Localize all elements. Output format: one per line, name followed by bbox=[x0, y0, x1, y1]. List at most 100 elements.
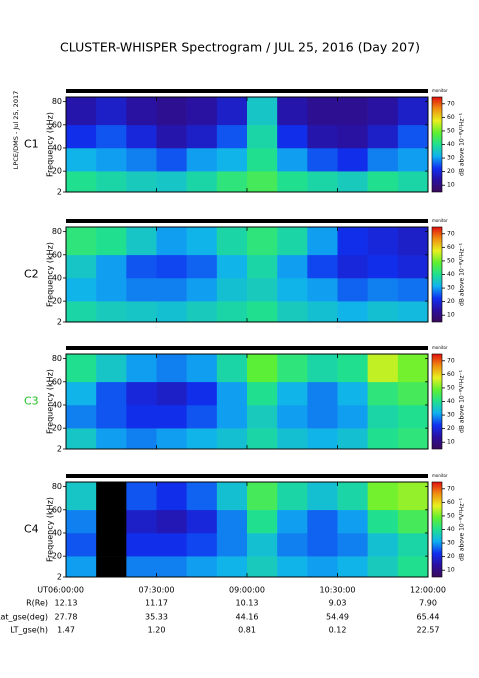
y-tick-label: 60 bbox=[52, 377, 62, 386]
heat-cell bbox=[307, 277, 338, 302]
heat-cell bbox=[337, 97, 368, 126]
heat-cell bbox=[156, 532, 187, 557]
heat-cell bbox=[216, 404, 248, 429]
heat-cell bbox=[156, 147, 187, 172]
heat-cell bbox=[307, 354, 338, 383]
heat-cell bbox=[397, 482, 429, 511]
heat-cell bbox=[277, 556, 308, 578]
heat-cell bbox=[367, 227, 399, 256]
heat-cell bbox=[247, 404, 278, 429]
heat-cell bbox=[66, 254, 97, 279]
y-tick-label: 20 bbox=[52, 297, 62, 306]
y-tick-label: 40 bbox=[52, 273, 62, 282]
heat-cell bbox=[367, 124, 399, 149]
heat-cell bbox=[337, 482, 368, 511]
heat-cell bbox=[66, 404, 97, 429]
heat-cell bbox=[367, 97, 399, 126]
colorbar-tick-label: 50 bbox=[447, 257, 455, 264]
heat-cell bbox=[186, 254, 218, 279]
ephemeris-value: 7.90 bbox=[419, 599, 437, 608]
heat-cell bbox=[156, 556, 187, 578]
heat-cell bbox=[397, 301, 429, 323]
heat-cell bbox=[96, 277, 127, 302]
heat-cell bbox=[247, 509, 278, 534]
heat-cell bbox=[126, 532, 157, 557]
colorbar-tick-label: 60 bbox=[447, 499, 455, 506]
heat-cell bbox=[216, 171, 248, 193]
colorbar bbox=[431, 96, 443, 193]
colorbar-tick-label: 10 bbox=[447, 567, 455, 574]
heat-cell bbox=[277, 171, 308, 193]
heat-cell bbox=[277, 277, 308, 302]
x-tick-label: 10:30:00 bbox=[320, 586, 356, 595]
heat-cell bbox=[277, 227, 308, 256]
heat-cell bbox=[307, 124, 338, 149]
heat-cell bbox=[186, 277, 218, 302]
heat-cell bbox=[66, 381, 97, 406]
heat-cell bbox=[397, 354, 429, 383]
colorbar-tick-label: 20 bbox=[447, 298, 455, 305]
heat-cell bbox=[247, 227, 278, 256]
status-bar bbox=[66, 89, 428, 93]
heat-cell bbox=[156, 277, 187, 302]
heat-cell bbox=[307, 301, 338, 323]
heat-cell bbox=[186, 482, 218, 511]
colorbar-tick-label: 50 bbox=[447, 384, 455, 391]
side-note: LPCE/DMS - Jul 25, 2017 bbox=[12, 91, 20, 169]
heat-cell bbox=[156, 404, 187, 429]
heat-cell bbox=[247, 277, 278, 302]
heat-cell bbox=[337, 277, 368, 302]
heat-cell bbox=[277, 97, 308, 126]
heat-cell bbox=[216, 532, 248, 557]
heat-cell bbox=[216, 254, 248, 279]
heat-cell bbox=[156, 254, 187, 279]
heat-cell bbox=[216, 97, 248, 126]
heat-cell bbox=[397, 124, 429, 149]
y-tick-label: 20 bbox=[52, 552, 62, 561]
heat-cell bbox=[216, 428, 248, 450]
colorbar-tick-label: 10 bbox=[447, 439, 455, 446]
panel-label: C3 bbox=[24, 395, 39, 408]
heat-cell bbox=[367, 147, 399, 172]
ephemeris-label: R(Re) bbox=[26, 599, 48, 608]
ephemeris-value: 1.20 bbox=[148, 626, 166, 635]
heat-cell bbox=[247, 171, 278, 193]
heat-cell bbox=[186, 428, 218, 450]
y-tick-label: 2 bbox=[57, 318, 62, 327]
colorbar-tick-label: 70 bbox=[447, 357, 455, 364]
ephemeris-value: 65.44 bbox=[417, 613, 440, 622]
x-tick-label: 09:00:00 bbox=[229, 586, 265, 595]
heat-cell bbox=[397, 147, 429, 172]
status-bar bbox=[66, 474, 428, 478]
status-label: monitor bbox=[432, 88, 448, 93]
heat-cell bbox=[156, 301, 187, 323]
heat-cell bbox=[277, 532, 308, 557]
colorbar-tick-label: 40 bbox=[447, 398, 455, 405]
heat-cell bbox=[367, 556, 399, 578]
x-tick-label: 07:30:00 bbox=[139, 586, 175, 595]
y-tick-label: 40 bbox=[52, 400, 62, 409]
heat-cell bbox=[307, 556, 338, 578]
heat-cell bbox=[397, 428, 429, 450]
heat-cell bbox=[397, 227, 429, 256]
panel-label: C4 bbox=[24, 523, 39, 536]
ephemeris-value: 1.47 bbox=[57, 626, 75, 635]
heat-cell bbox=[367, 509, 399, 534]
heat-cell bbox=[397, 532, 429, 557]
heat-cell bbox=[216, 354, 248, 383]
heat-cell bbox=[367, 381, 399, 406]
heat-cell bbox=[216, 277, 248, 302]
ephemeris-label: LT_gse(h) bbox=[10, 626, 48, 635]
colorbar-tick-label: 30 bbox=[447, 412, 455, 419]
colorbar-label: dB above 10⁻⁸V²Hz⁻¹ bbox=[459, 112, 466, 176]
heat-cell bbox=[126, 482, 157, 511]
heat-cell bbox=[247, 147, 278, 172]
heat-cell bbox=[96, 532, 127, 557]
heat-cell bbox=[96, 171, 127, 193]
heat-cell bbox=[126, 301, 157, 323]
y-tick-label: 60 bbox=[52, 505, 62, 514]
heat-cell bbox=[337, 509, 368, 534]
heat-cell bbox=[307, 428, 338, 450]
heat-cell bbox=[367, 404, 399, 429]
